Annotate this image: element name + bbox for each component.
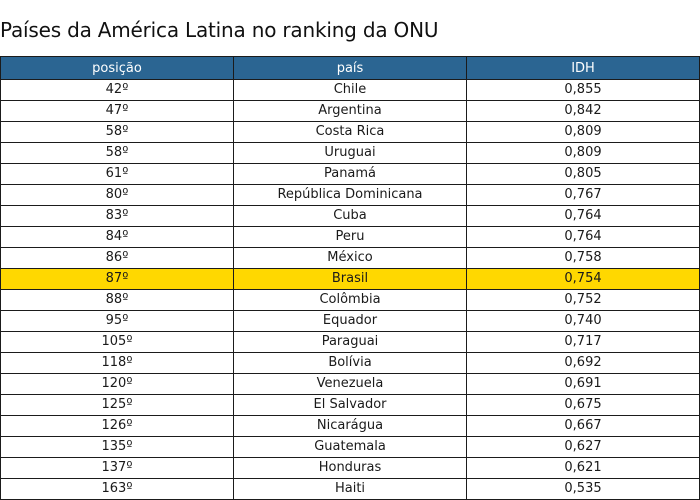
cell-position: 86º	[0, 247, 234, 269]
table-row: 118º Bolívia 0,692	[0, 352, 700, 374]
table-header: posição país IDH	[0, 56, 700, 80]
table-row: 58º Uruguai 0,809	[0, 142, 700, 164]
cell-hdi: 0,621	[466, 457, 700, 479]
table-row: 61º Panamá 0,805	[0, 163, 700, 185]
page-title: Países da América Latina no ranking da O…	[0, 18, 439, 42]
cell-position: 84º	[0, 226, 234, 248]
table-row: 120º Venezuela 0,691	[0, 373, 700, 395]
cell-position: 137º	[0, 457, 234, 479]
cell-hdi: 0,692	[466, 352, 700, 374]
table-row: 83º Cuba 0,764	[0, 205, 700, 227]
table-row: 42º Chile 0,855	[0, 79, 700, 101]
cell-hdi: 0,627	[466, 436, 700, 458]
cell-hdi: 0,752	[466, 289, 700, 311]
cell-country: Costa Rica	[233, 121, 467, 143]
cell-country: Colômbia	[233, 289, 467, 311]
cell-position: 61º	[0, 163, 234, 185]
cell-country: Cuba	[233, 205, 467, 227]
cell-country: República Dominicana	[233, 184, 467, 206]
cell-hdi: 0,809	[466, 121, 700, 143]
table-row: 84º Peru 0,764	[0, 226, 700, 248]
cell-country: Chile	[233, 79, 467, 101]
cell-country: Haiti	[233, 478, 467, 500]
cell-position: 58º	[0, 121, 234, 143]
cell-country: Panamá	[233, 163, 467, 185]
table-row: 135º Guatemala 0,627	[0, 436, 700, 458]
cell-hdi: 0,675	[466, 394, 700, 416]
cell-position: 125º	[0, 394, 234, 416]
cell-country: México	[233, 247, 467, 269]
table-row: 163º Haiti 0,535	[0, 478, 700, 500]
cell-country: Brasil	[233, 268, 467, 290]
cell-country: Paraguai	[233, 331, 467, 353]
cell-position: 95º	[0, 310, 234, 332]
cell-position: 88º	[0, 289, 234, 311]
cell-position: 135º	[0, 436, 234, 458]
cell-position: 126º	[0, 415, 234, 437]
table-row: 95º Equador 0,740	[0, 310, 700, 332]
cell-hdi: 0,758	[466, 247, 700, 269]
cell-position: 163º	[0, 478, 234, 500]
cell-hdi: 0,691	[466, 373, 700, 395]
table-row: 58º Costa Rica 0,809	[0, 121, 700, 143]
cell-hdi: 0,805	[466, 163, 700, 185]
table-row: 137º Honduras 0,621	[0, 457, 700, 479]
cell-country: Bolívia	[233, 352, 467, 374]
cell-position: 120º	[0, 373, 234, 395]
table-body: 42º Chile 0,855 47º Argentina 0,842 58º Costa R…	[0, 79, 700, 500]
ranking-table: posição país IDH 42º Chile 0,855 47º Argenti…	[0, 56, 700, 500]
column-header-position: posição	[0, 56, 234, 80]
cell-country: Argentina	[233, 100, 467, 122]
cell-position: 105º	[0, 331, 234, 353]
column-header-country: país	[233, 56, 467, 80]
column-header-hdi: IDH	[466, 56, 700, 80]
cell-position: 47º	[0, 100, 234, 122]
cell-position: 58º	[0, 142, 234, 164]
table-row: 80º República Dominicana 0,767	[0, 184, 700, 206]
cell-country: Venezuela	[233, 373, 467, 395]
cell-hdi: 0,535	[466, 478, 700, 500]
cell-hdi: 0,764	[466, 205, 700, 227]
cell-hdi: 0,667	[466, 415, 700, 437]
cell-position: 83º	[0, 205, 234, 227]
header-row: posição país IDH	[0, 56, 700, 80]
cell-hdi: 0,767	[466, 184, 700, 206]
table-row: 125º El Salvador 0,675	[0, 394, 700, 416]
cell-country: Nicarágua	[233, 415, 467, 437]
table-row: 126º Nicarágua 0,667	[0, 415, 700, 437]
cell-hdi: 0,764	[466, 226, 700, 248]
cell-country: Honduras	[233, 457, 467, 479]
cell-country: Uruguai	[233, 142, 467, 164]
table-row: 86º México 0,758	[0, 247, 700, 269]
cell-hdi: 0,855	[466, 79, 700, 101]
cell-country: Equador	[233, 310, 467, 332]
cell-position: 42º	[0, 79, 234, 101]
cell-position: 118º	[0, 352, 234, 374]
cell-hdi: 0,809	[466, 142, 700, 164]
cell-hdi: 0,740	[466, 310, 700, 332]
table-row-highlighted: 87º Brasil 0,754	[0, 268, 700, 290]
cell-hdi: 0,717	[466, 331, 700, 353]
cell-position: 87º	[0, 268, 234, 290]
cell-country: El Salvador	[233, 394, 467, 416]
table-row: 105º Paraguai 0,717	[0, 331, 700, 353]
cell-position: 80º	[0, 184, 234, 206]
cell-country: Peru	[233, 226, 467, 248]
table-row: 47º Argentina 0,842	[0, 100, 700, 122]
table-row: 88º Colômbia 0,752	[0, 289, 700, 311]
cell-hdi: 0,754	[466, 268, 700, 290]
cell-country: Guatemala	[233, 436, 467, 458]
cell-hdi: 0,842	[466, 100, 700, 122]
